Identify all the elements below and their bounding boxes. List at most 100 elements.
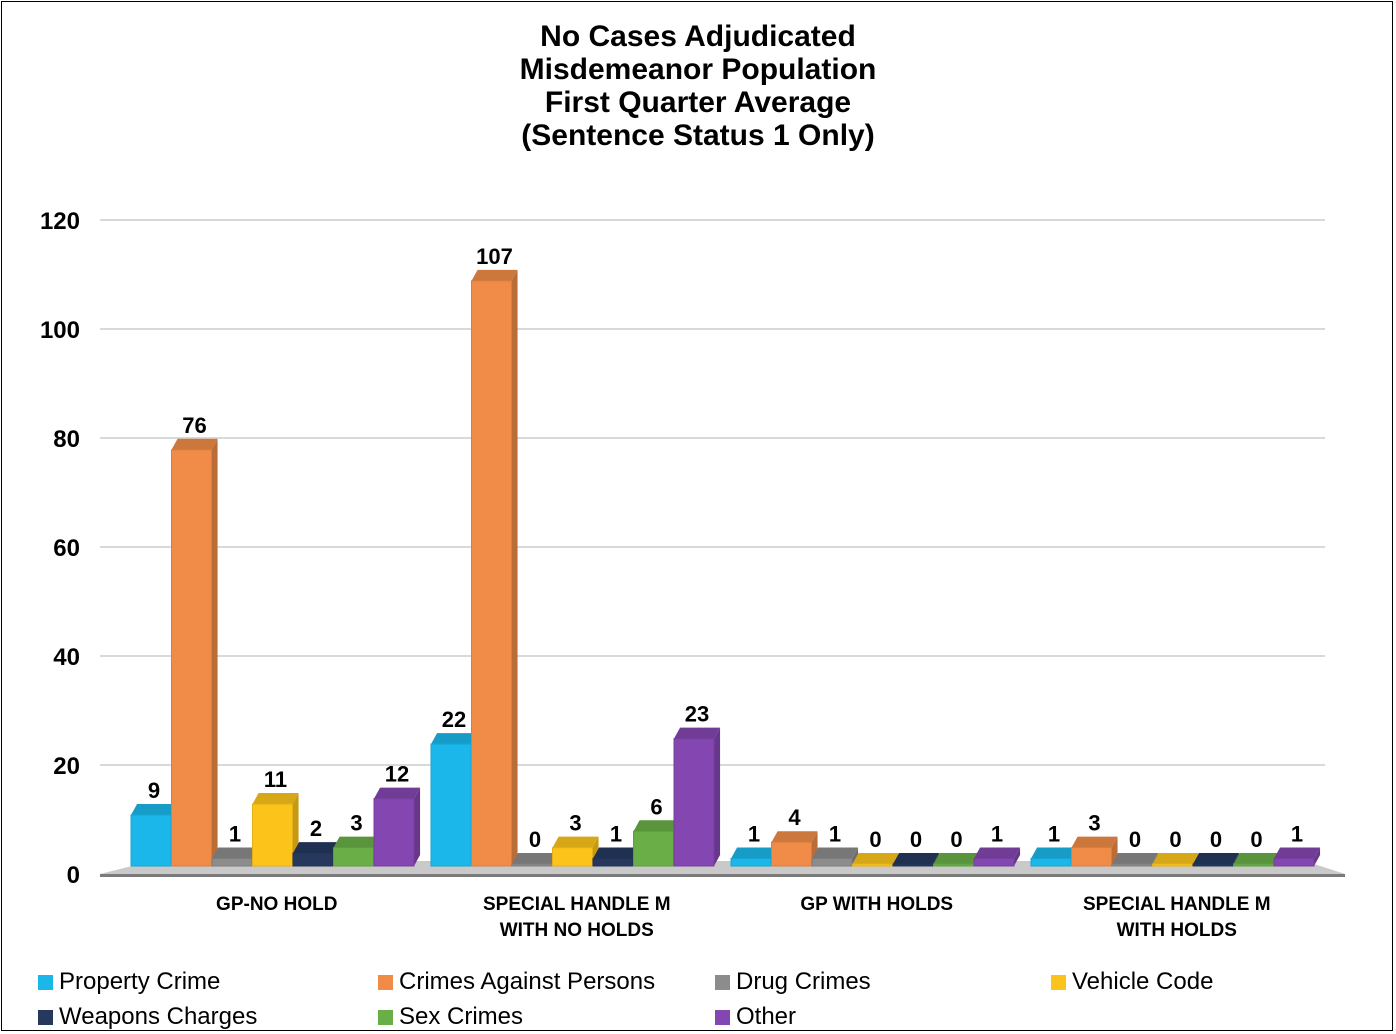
y-tick-label: 120: [40, 208, 80, 235]
bar-side: [1014, 847, 1021, 866]
bar-top: [293, 842, 340, 854]
data-label: 0: [1129, 827, 1141, 852]
bar-top: [1274, 847, 1321, 859]
legend-swatch: [715, 1009, 730, 1025]
bar-top: [512, 853, 559, 864]
legend-swatch: [715, 974, 730, 990]
bar-top: [374, 787, 421, 799]
legend-item: Other: [715, 1003, 796, 1031]
legend-item: Property Crime: [38, 968, 220, 996]
bar-top: [674, 727, 721, 739]
bar: [1152, 863, 1193, 867]
data-label: 1: [829, 822, 841, 847]
data-label: 1: [748, 822, 760, 847]
chart-title-line-3: First Quarter Average: [544, 86, 852, 119]
data-label: 0: [1250, 827, 1262, 852]
bar-side: [852, 847, 859, 866]
bar-top: [1152, 853, 1199, 864]
bar-top: [974, 847, 1021, 859]
category-label: WITH NO HOLDS: [500, 920, 654, 941]
y-tick-label: 20: [53, 753, 80, 780]
data-label: 11: [264, 767, 287, 792]
legend-swatch: [38, 1009, 53, 1025]
legend-item: Vehicle Code: [1051, 968, 1213, 996]
legend-swatch: [378, 974, 393, 990]
legend-item: Sex Crimes: [378, 1003, 523, 1031]
legend-item: Weapons Charges: [38, 1003, 257, 1031]
bar: [171, 449, 212, 867]
bar: [771, 841, 812, 867]
data-label: 6: [650, 794, 662, 819]
data-label: 12: [385, 762, 409, 787]
bar-side: [414, 787, 421, 866]
bar: [1192, 863, 1234, 867]
bar-top: [771, 831, 818, 843]
bar: [973, 858, 1015, 867]
bar-top: [333, 836, 380, 848]
bar-top: [633, 820, 680, 832]
data-label: 0: [1169, 827, 1181, 852]
bar-side: [211, 438, 218, 866]
bar: [852, 863, 893, 867]
bar-side: [1314, 847, 1321, 866]
y-tick-label: 0: [67, 862, 80, 889]
data-label: 9: [148, 778, 160, 803]
bar-top: [431, 733, 478, 745]
data-label: 2: [310, 816, 322, 841]
bar-side: [1111, 836, 1118, 866]
legend-label: Sex Crimes: [399, 1003, 524, 1030]
legend-label: Weapons Charges: [59, 1003, 258, 1030]
bar-side: [714, 727, 721, 866]
bar: [511, 863, 553, 867]
data-label: 1: [1291, 822, 1303, 847]
y-tick-label: 40: [53, 644, 80, 671]
data-label: 0: [950, 827, 962, 852]
legend-swatch: [1051, 974, 1066, 990]
bar: [1273, 858, 1315, 867]
chart-title-line-4: (Sentence Status 1 Only): [521, 119, 875, 152]
floor-edge: [100, 874, 1345, 877]
bar: [892, 863, 934, 867]
bar: [292, 852, 334, 867]
data-label: 3: [350, 811, 362, 836]
y-tick-label: 60: [53, 535, 80, 562]
bar-top: [812, 847, 859, 859]
bar-top: [131, 803, 178, 815]
bar-top: [893, 853, 940, 864]
legend-label: Drug Crimes: [736, 968, 871, 995]
chart-title-line-1: No Cases Adjudicated: [540, 20, 856, 53]
data-label: 0: [529, 827, 541, 852]
bar: [1233, 863, 1274, 867]
legend-label: Property Crime: [59, 968, 221, 995]
bar-top: [852, 853, 899, 864]
bar: [333, 847, 374, 867]
data-label: 1: [991, 822, 1003, 847]
legend-swatch: [38, 974, 53, 990]
bar-top: [1193, 853, 1240, 864]
data-label: 23: [685, 702, 709, 727]
legend: Property Crime Crimes Against Persons Drug…: [38, 968, 1378, 1030]
bar-top: [1112, 853, 1159, 864]
bar: [373, 798, 415, 867]
category-label: GP-NO HOLD: [216, 894, 337, 915]
data-label: 1: [229, 822, 241, 847]
bar-top: [593, 847, 640, 859]
data-label: 0: [1210, 827, 1222, 852]
chart-title: No Cases Adjudicated Misdemeanor Populat…: [0, 20, 1396, 152]
bar-top: [212, 847, 259, 859]
legend-label: Crimes Against Persons: [399, 968, 656, 995]
bar: [211, 858, 253, 867]
bar-top: [1071, 836, 1118, 848]
data-label: 0: [910, 827, 922, 852]
bar: [592, 858, 634, 867]
legend-item: Crimes Against Persons: [378, 968, 655, 996]
category-label: SPECIAL HANDLE M: [1083, 894, 1271, 915]
data-label: 107: [476, 244, 513, 269]
data-label: 3: [569, 811, 581, 836]
category-label: SPECIAL HANDLE M: [483, 894, 671, 915]
category-label: WITH HOLDS: [1117, 920, 1237, 941]
bar: [730, 858, 772, 867]
bar-top: [1233, 853, 1280, 864]
data-label: 1: [610, 822, 622, 847]
